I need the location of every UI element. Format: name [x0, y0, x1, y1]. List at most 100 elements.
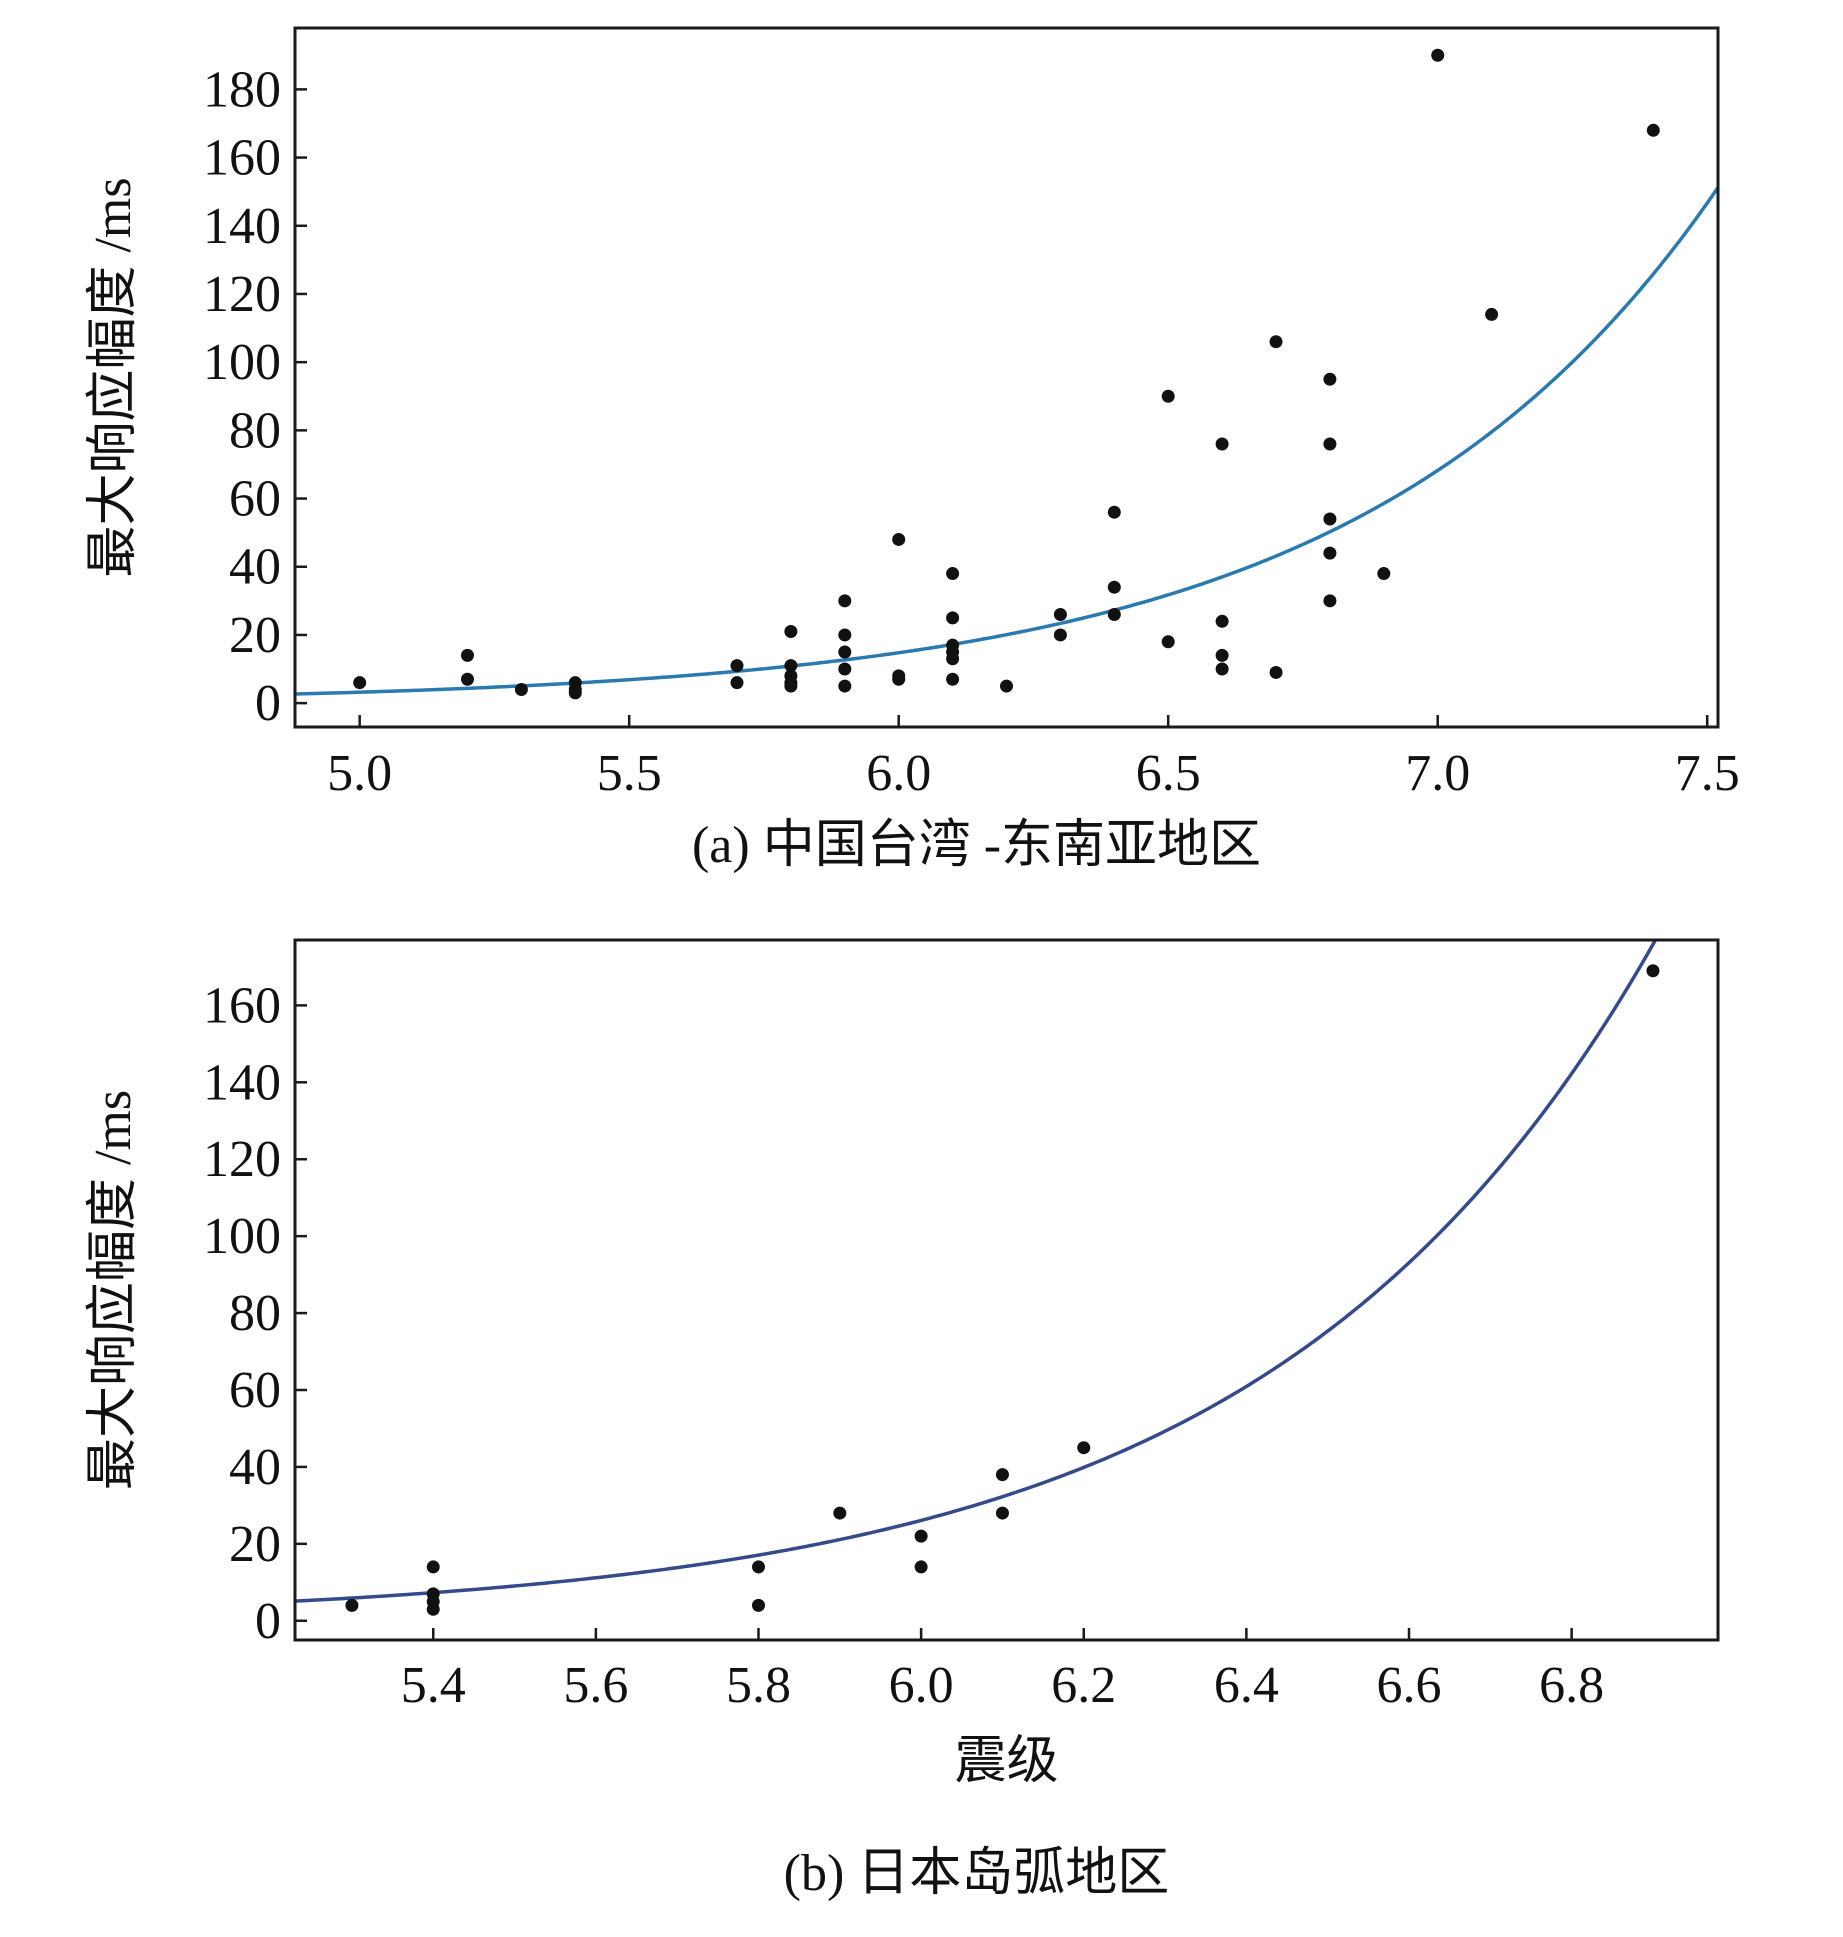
x-tick-label: 5.8 [726, 1657, 791, 1714]
data-point [892, 532, 906, 546]
data-point [514, 682, 528, 696]
y-tick-label: 160 [203, 977, 281, 1034]
x-tick-label: 5.4 [401, 1657, 466, 1714]
data-point [1161, 389, 1175, 403]
data-point [995, 1506, 1009, 1520]
fit-curve [295, 940, 1658, 1603]
data-point [1215, 662, 1229, 676]
data-point [460, 648, 474, 662]
data-point [1323, 546, 1337, 560]
data-point [460, 672, 474, 686]
data-point [730, 676, 744, 690]
data-point [1053, 607, 1067, 621]
data-point [1269, 665, 1283, 679]
y-tick-label: 120 [203, 1131, 281, 1188]
x-tick-label: 6.0 [889, 1657, 954, 1714]
x-tick-label: 6.0 [866, 745, 931, 802]
data-point [1215, 437, 1229, 451]
data-point [838, 628, 852, 642]
y-tick-label: 60 [229, 1362, 281, 1419]
chart-b: 0 20 40 60 80 100 120 140 160 5.4 5.6 5.8 6.0 6.2 6.4 6… [85, 938, 1720, 1902]
data-point [892, 672, 906, 686]
data-point [426, 1560, 440, 1574]
x-tick-label: 5.6 [563, 1657, 628, 1714]
data-point [345, 1598, 359, 1612]
data-point [1215, 614, 1229, 628]
x-tick-label: 5.5 [597, 745, 662, 802]
y-tick-label: 40 [229, 1439, 281, 1496]
y-axis-label: 最大响应幅度 /ms [85, 177, 142, 577]
chart-caption: (b) 日本岛弧地区 [784, 1845, 1170, 1902]
data-point [946, 611, 960, 625]
data-point [1431, 48, 1445, 62]
plot-frame [293, 938, 1720, 1642]
y-tick-label: 60 [229, 471, 281, 528]
x-tick-label: 6.8 [1539, 1657, 1604, 1714]
data-point [1107, 607, 1121, 621]
y-tick-label: 160 [203, 130, 281, 187]
data-point [1107, 580, 1121, 594]
x-tick-label: 7.0 [1405, 745, 1470, 802]
data-point [946, 672, 960, 686]
plot-frame [293, 26, 1720, 729]
data-point [838, 645, 852, 659]
y-tick-label: 120 [203, 266, 281, 323]
data-point [995, 1468, 1009, 1482]
chart-a: 0 20 40 60 80 100 120 140 160 180 5.0 5.5 6.0 6.5 7.0 7… [85, 26, 1740, 874]
y-tick-label: 180 [203, 61, 281, 118]
data-point [1646, 964, 1660, 978]
data-point [946, 652, 960, 666]
data-point [1323, 437, 1337, 451]
x-tick-label: 7.5 [1675, 745, 1740, 802]
y-tick-label: 0 [255, 1593, 281, 1650]
data-point [838, 679, 852, 693]
x-tick-label: 6.4 [1214, 1657, 1279, 1714]
data-point [838, 594, 852, 608]
data-point [568, 686, 582, 700]
y-tick-label: 20 [229, 1516, 281, 1573]
data-point [1107, 505, 1121, 519]
data-point [1485, 307, 1499, 321]
data-point [1215, 648, 1229, 662]
chart-caption: (a) 中国台湾 -东南亚地区 [692, 817, 1261, 874]
y-axis-label: 最大响应幅度 /ms [85, 1090, 142, 1490]
y-tick-label: 80 [229, 402, 281, 459]
data-point [1377, 567, 1391, 581]
data-point [784, 679, 798, 693]
data-point [914, 1529, 928, 1543]
data-point [1323, 512, 1337, 526]
data-point [1053, 628, 1067, 642]
data-point [838, 662, 852, 676]
fit-curve [295, 186, 1718, 696]
data-point [730, 659, 744, 673]
y-tick-label: 40 [229, 539, 281, 596]
data-point [946, 567, 960, 581]
data-point [1000, 679, 1013, 693]
y-tick-label: 140 [203, 1054, 281, 1111]
x-tick-label: 5.0 [327, 745, 392, 802]
data-point [751, 1560, 765, 1574]
data-point [1161, 635, 1175, 649]
data-point [353, 676, 367, 690]
y-tick-label: 100 [203, 334, 281, 391]
x-tick-label: 6.6 [1377, 1657, 1442, 1714]
data-point [751, 1598, 765, 1612]
data-point [784, 659, 798, 673]
y-tick-label: 0 [255, 675, 281, 732]
data-point [833, 1506, 847, 1520]
y-tick-label: 100 [203, 1208, 281, 1265]
y-tick-label: 80 [229, 1285, 281, 1342]
data-point [1323, 594, 1337, 608]
data-point [426, 1602, 440, 1616]
x-axis-label: 震级 [954, 1733, 1058, 1790]
x-tick-label: 6.2 [1051, 1657, 1116, 1714]
data-point [1269, 335, 1283, 349]
data-point [1077, 1441, 1091, 1455]
data-point [1646, 123, 1660, 137]
data-point [784, 625, 798, 639]
y-tick-label: 20 [229, 607, 281, 664]
y-tick-label: 140 [203, 198, 281, 255]
x-tick-label: 6.5 [1136, 745, 1201, 802]
data-point [1323, 372, 1337, 386]
